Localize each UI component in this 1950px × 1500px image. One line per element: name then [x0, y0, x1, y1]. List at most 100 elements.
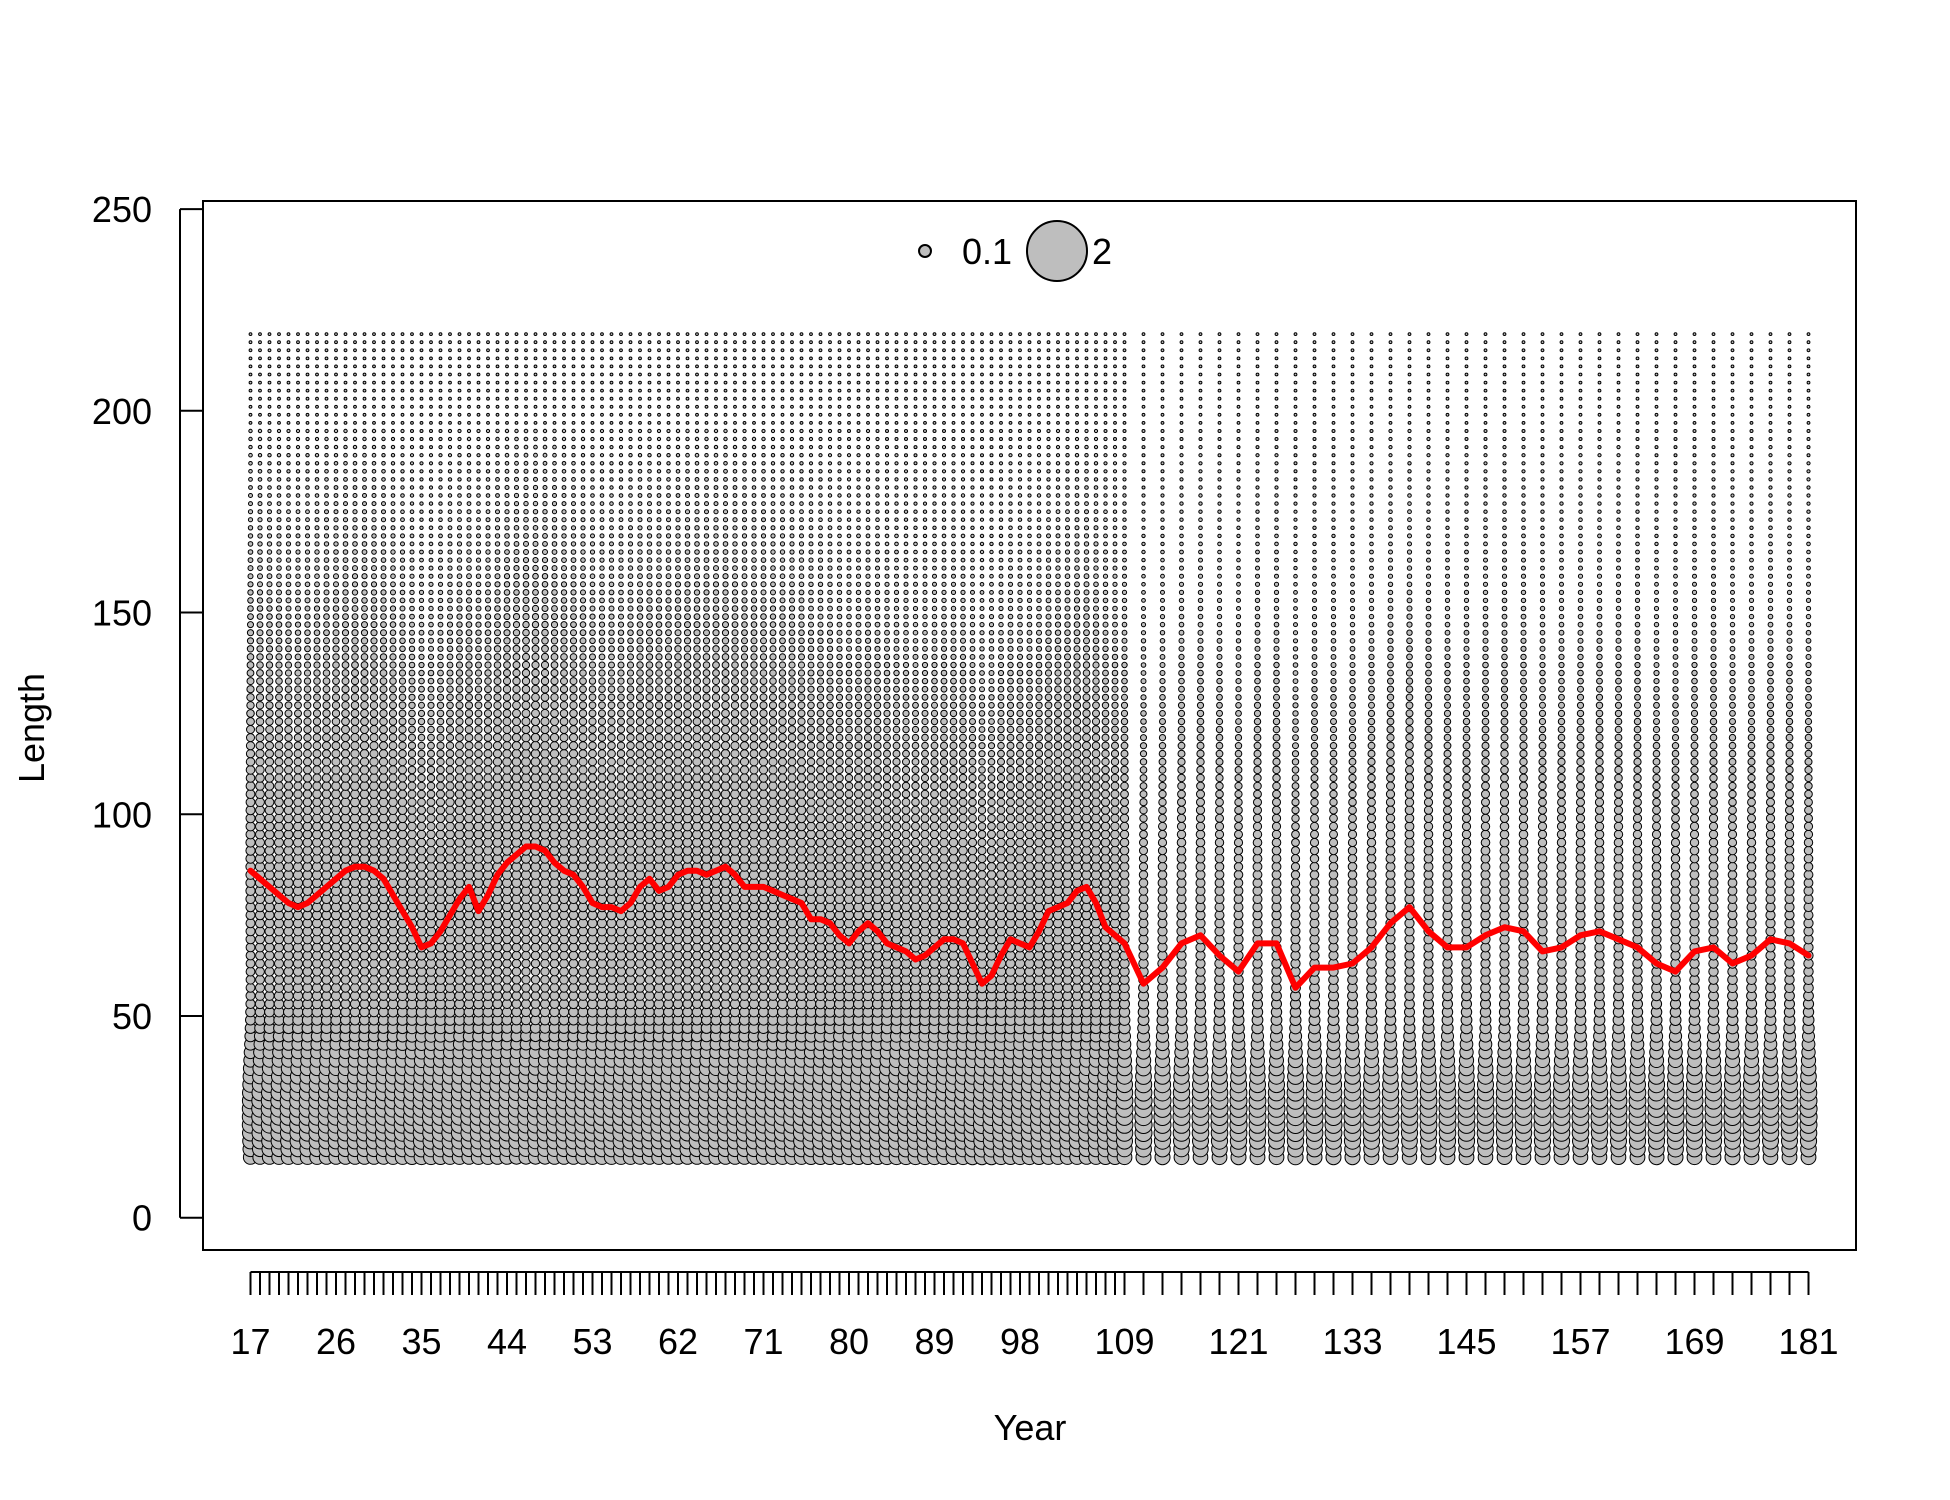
bubble-point: [398, 709, 407, 718]
bubble-point: [494, 549, 501, 555]
bubble-point: [333, 549, 339, 555]
bubble-point: [467, 388, 471, 393]
bubble-point: [333, 428, 339, 434]
bubble-point: [257, 509, 263, 515]
bubble-point: [609, 445, 614, 450]
bubble-point: [245, 966, 256, 977]
bubble-point: [656, 485, 662, 490]
bubble-point: [685, 501, 690, 507]
bubble-point: [626, 709, 635, 718]
bubble-point: [628, 372, 633, 377]
bubble-point: [609, 348, 614, 353]
bubble-point: [408, 637, 416, 644]
bubble-point: [560, 661, 568, 669]
bubble-point: [465, 637, 473, 645]
bubble-point: [609, 412, 614, 417]
bubble-point: [255, 717, 265, 726]
bubble-point: [407, 829, 417, 840]
bubble-point: [390, 549, 396, 555]
bubble-point: [645, 677, 654, 685]
bubble-point: [533, 476, 538, 482]
bubble-point: [571, 404, 576, 409]
bubble-point: [465, 629, 473, 637]
bubble-point: [388, 805, 398, 816]
bubble-point: [331, 693, 341, 702]
bubble-point: [400, 340, 405, 345]
bubble-point: [590, 461, 595, 466]
bubble-point: [247, 549, 254, 555]
bubble-point: [694, 428, 700, 434]
bubble-point: [606, 781, 617, 791]
bubble-point: [637, 453, 643, 458]
bubble-point: [400, 493, 405, 498]
bubble-point: [673, 749, 683, 759]
bubble-point: [627, 541, 634, 547]
bubble-point: [600, 332, 604, 337]
bubble-point: [276, 509, 282, 515]
bubble-point: [511, 757, 522, 767]
bubble-point: [571, 340, 576, 345]
bubble-point: [543, 364, 547, 369]
bubble-point: [359, 757, 370, 767]
bubble-point: [579, 653, 587, 661]
bubble-point: [324, 517, 329, 523]
bubble-point: [305, 396, 310, 401]
bubble-point: [305, 404, 310, 409]
bubble-point: [541, 597, 549, 604]
bubble-point: [683, 693, 692, 702]
bubble-point: [559, 765, 569, 775]
bubble-point: [568, 781, 579, 791]
bubble-point: [334, 364, 338, 369]
bubble-point: [492, 781, 503, 791]
bubble-point: [400, 428, 405, 434]
bubble-point: [314, 501, 320, 507]
bubble-point: [511, 942, 522, 953]
bubble-point: [598, 621, 606, 628]
bubble-point: [446, 661, 454, 669]
bubble-point: [391, 380, 395, 385]
bubble-point: [246, 669, 255, 677]
bubble-point: [522, 557, 530, 564]
bubble-point: [388, 813, 398, 824]
bubble-point: [304, 549, 311, 555]
bubble-point: [314, 589, 320, 596]
bubble-point: [597, 797, 607, 807]
bubble-point: [549, 773, 560, 783]
bubble-point: [656, 589, 662, 596]
bubble-point: [378, 974, 389, 985]
bubble-point: [673, 709, 683, 718]
bubble-point: [467, 332, 471, 337]
bubble-point: [360, 653, 369, 661]
bubble-point: [580, 444, 586, 450]
bubble-point: [675, 461, 681, 466]
bubble-point: [332, 597, 340, 604]
bubble-point: [445, 757, 455, 767]
bubble-point: [638, 396, 642, 401]
bubble-point: [692, 725, 702, 734]
bubble-point: [619, 388, 623, 393]
bubble-point: [409, 461, 415, 466]
bubble-point: [531, 644, 540, 653]
bubble-point: [524, 380, 528, 385]
bubble-point: [466, 485, 472, 490]
bubble-point: [398, 757, 407, 767]
bubble-point: [656, 517, 662, 523]
bubble-point: [530, 998, 541, 1009]
bubble-point: [454, 797, 465, 808]
bubble-point: [390, 453, 396, 458]
bubble-point: [409, 501, 415, 506]
bubble-point: [361, 613, 368, 620]
bubble-point: [293, 725, 303, 734]
bubble-point: [277, 364, 281, 369]
bubble-point: [378, 966, 389, 977]
bubble-point: [644, 958, 655, 969]
bubble-point: [494, 525, 501, 531]
bubble-point: [521, 918, 531, 929]
bubble-point: [675, 436, 681, 442]
bubble-point: [692, 693, 702, 702]
bubble-point: [674, 661, 682, 669]
bubble-point: [587, 789, 598, 799]
bubble-point: [635, 781, 645, 791]
bubble-point: [568, 982, 579, 993]
